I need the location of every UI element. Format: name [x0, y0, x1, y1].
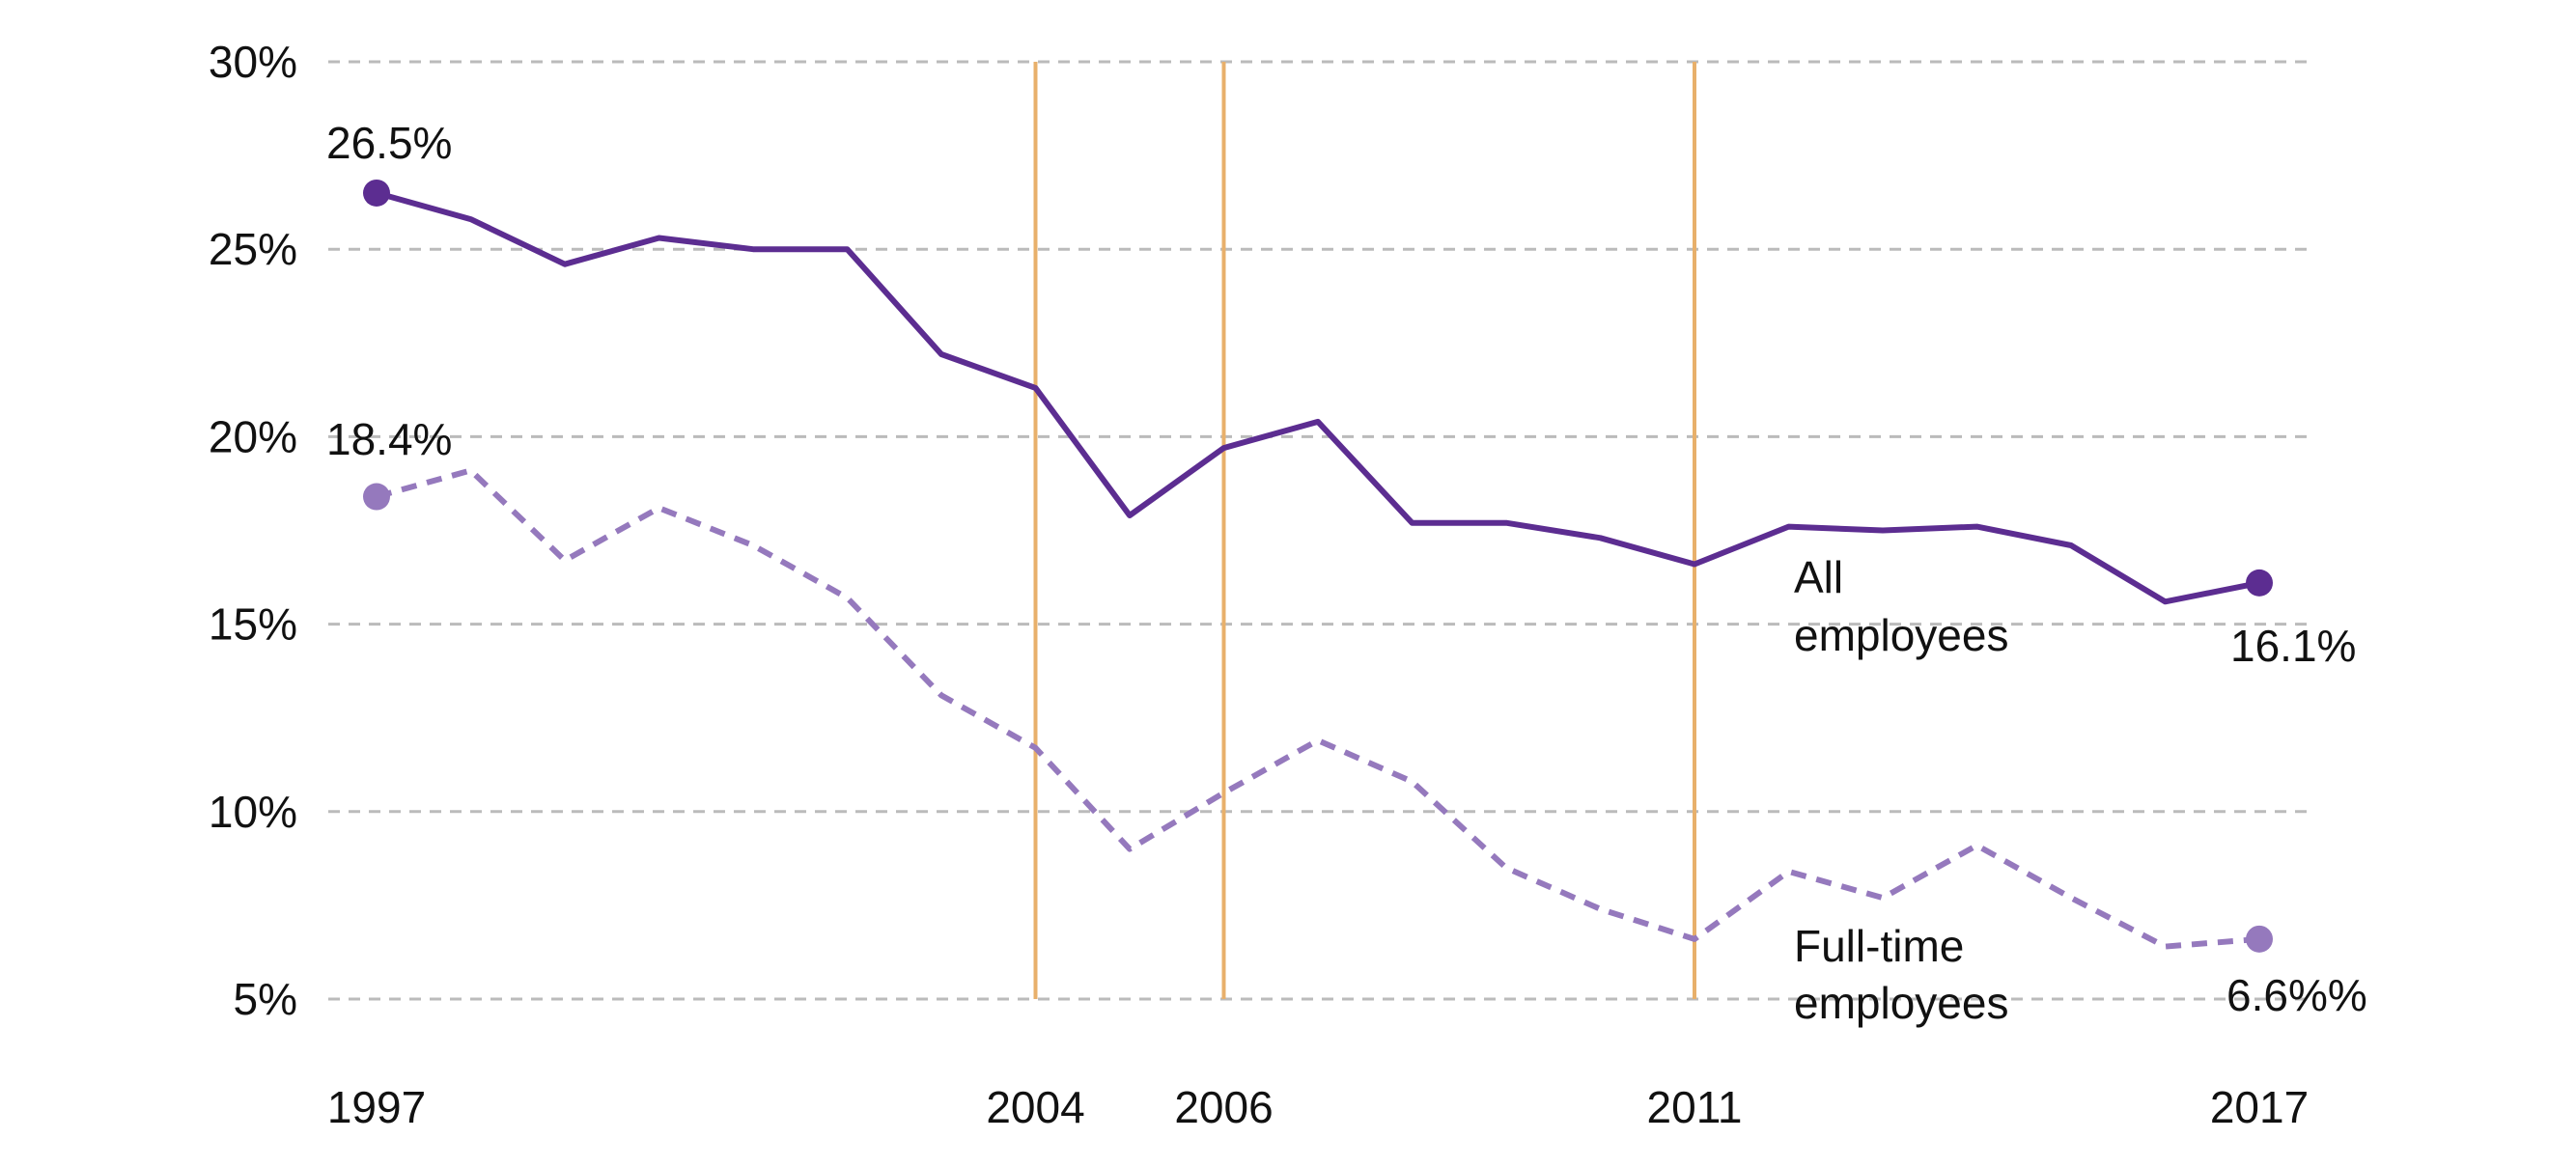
all-employees-series-label-line2: employees	[1794, 610, 2008, 660]
fulltime-employees-start-label: 18.4%	[326, 414, 452, 464]
endpoint-markers	[363, 179, 2273, 953]
all-point-1997	[363, 179, 390, 207]
fulltime-point-2017	[2246, 925, 2273, 953]
fulltime-employees-series-label-line2: employees	[1794, 978, 2008, 1028]
x-tick-label-2004: 2004	[986, 1082, 1084, 1132]
y-axis-ticks: 30% 25% 20% 15% 10% 5%	[209, 37, 297, 1024]
x-tick-label-1997: 1997	[327, 1082, 426, 1132]
fulltime-employees-end-label: 6.6%%	[2226, 970, 2367, 1020]
all-employees-start-label: 26.5%	[326, 118, 452, 168]
fulltime-point-1997	[363, 483, 390, 511]
y-tick-label-20: 20%	[209, 411, 297, 461]
y-tick-label-30: 30%	[209, 37, 297, 87]
all-point-2017	[2246, 569, 2273, 597]
gridlines	[328, 60, 2310, 1001]
y-tick-label-10: 10%	[209, 787, 297, 837]
x-axis-ticks: 1997 2004 2006 2011 2017	[327, 1082, 2309, 1132]
year-markers	[1033, 62, 1696, 999]
y-tick-label-25: 25%	[209, 224, 297, 274]
fulltime-series-line	[376, 467, 2260, 950]
y-tick-label-15: 15%	[209, 599, 297, 650]
all-employees-series-label-line1: All	[1794, 552, 1843, 602]
fulltime-employees-series-label-line1: Full-time	[1794, 921, 1964, 971]
data-series	[376, 190, 2260, 950]
all-series-line	[376, 190, 2260, 605]
x-tick-label-2017: 2017	[2210, 1082, 2309, 1132]
x-tick-label-2011: 2011	[1647, 1082, 1743, 1132]
y-tick-label-5: 5%	[234, 974, 297, 1024]
x-tick-label-2006: 2006	[1174, 1082, 1273, 1132]
all-employees-end-label: 16.1%	[2230, 621, 2356, 671]
